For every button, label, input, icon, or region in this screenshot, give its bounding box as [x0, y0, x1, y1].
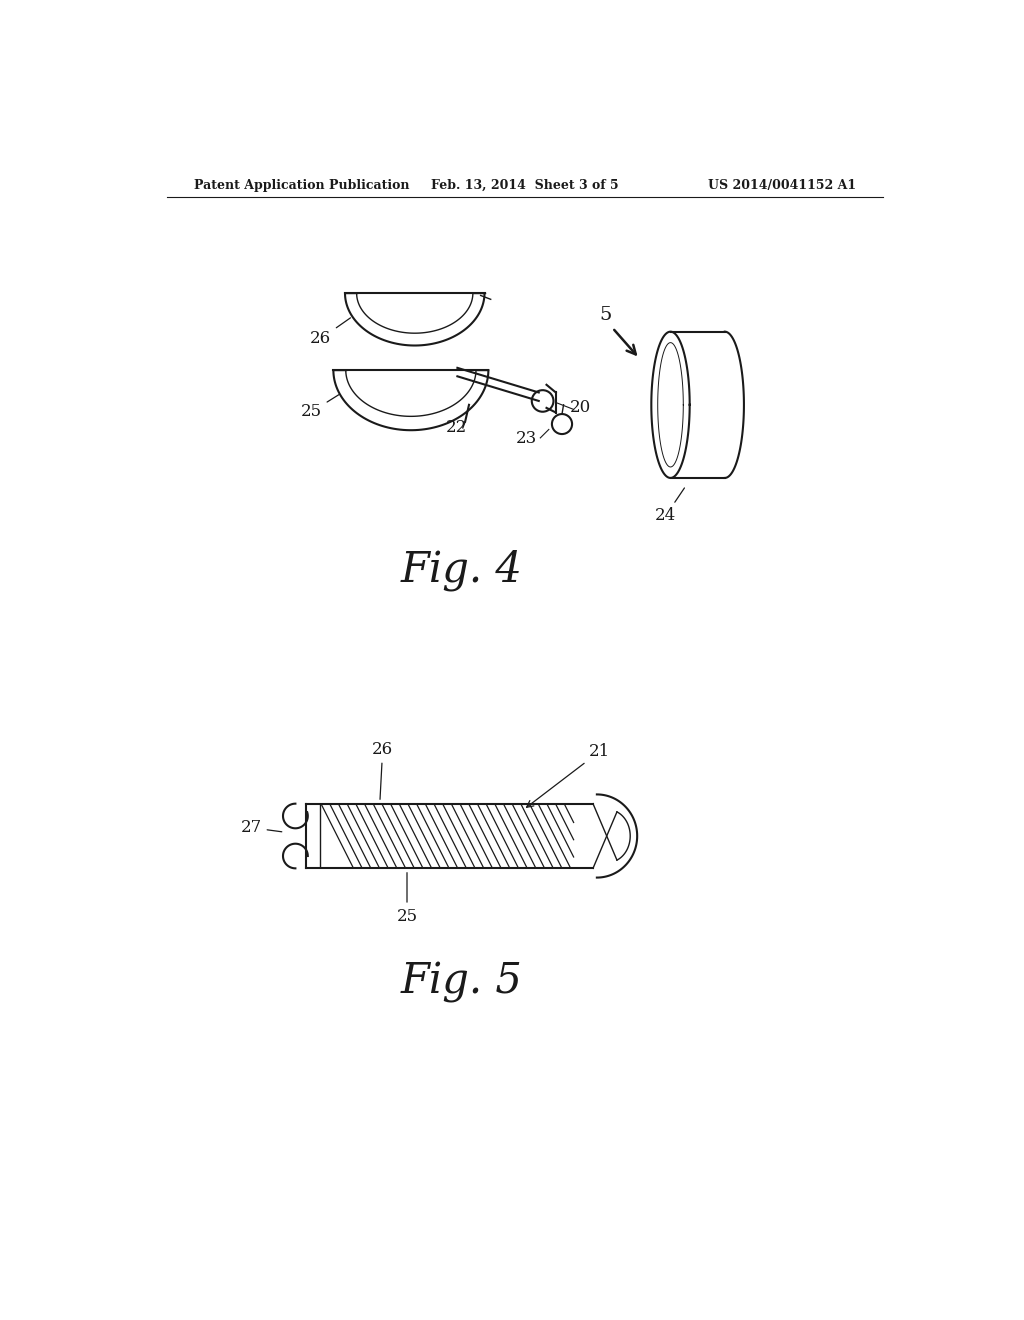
Text: 25: 25	[396, 873, 418, 925]
Text: 20: 20	[569, 400, 591, 417]
Text: 5: 5	[599, 306, 611, 325]
Text: US 2014/0041152 A1: US 2014/0041152 A1	[709, 178, 856, 191]
Text: 23: 23	[515, 430, 537, 447]
Text: Feb. 13, 2014  Sheet 3 of 5: Feb. 13, 2014 Sheet 3 of 5	[431, 178, 618, 191]
Text: Patent Application Publication: Patent Application Publication	[194, 178, 410, 191]
Text: 26: 26	[310, 318, 350, 347]
Text: Fig. 5: Fig. 5	[400, 961, 522, 1003]
Text: 24: 24	[655, 488, 684, 524]
Text: 27: 27	[241, 820, 282, 836]
Text: 25: 25	[301, 395, 339, 420]
Text: 21: 21	[526, 743, 610, 808]
Text: 22: 22	[445, 418, 467, 436]
Text: Fig. 4: Fig. 4	[400, 549, 522, 591]
Text: 26: 26	[372, 741, 393, 800]
